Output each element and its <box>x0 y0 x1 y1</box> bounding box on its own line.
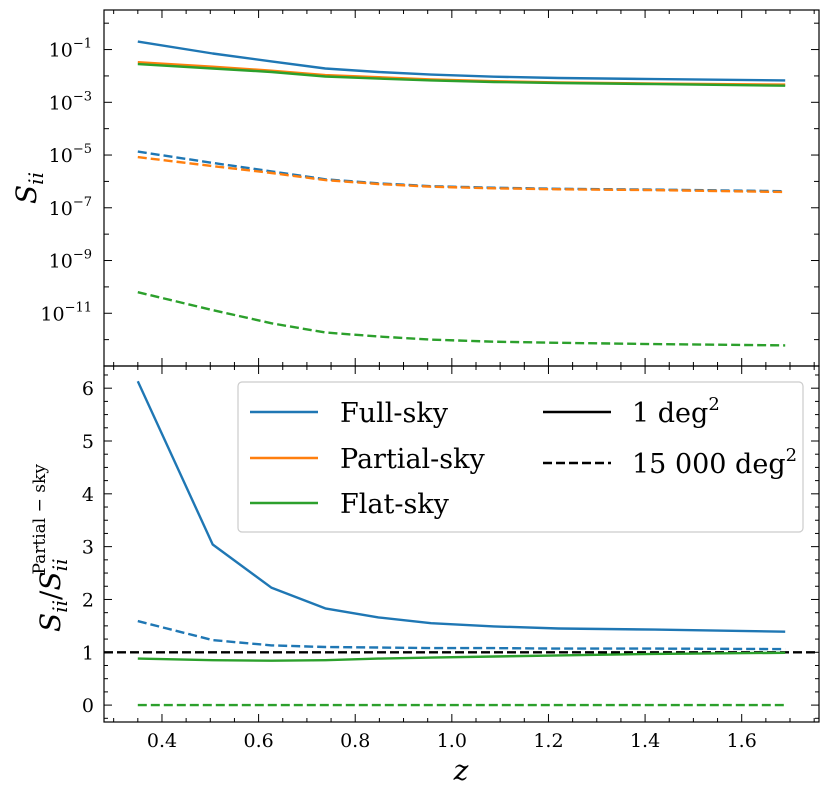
xtick-label: 1.0 <box>437 730 467 752</box>
bottom-ticks-group: 0 1 2 3 4 5 6 0.4 0.6 0.8 1.0 1.2 1.4 1.6 <box>82 366 819 752</box>
xtick-label: 1.2 <box>533 730 563 752</box>
xtick-label: 1.6 <box>727 730 757 752</box>
bottom-ytick-label: 5 <box>82 431 94 453</box>
bottom-y-label-num: S <box>34 613 67 632</box>
xtick-label: 0.8 <box>340 730 370 752</box>
legend-label-1-deg2-sup: 2 <box>708 394 719 415</box>
bottom-y-label-num-sub: ii <box>48 600 72 613</box>
top-ytick-label: 10−1 <box>49 37 92 62</box>
bottom-ytick-label: 0 <box>82 695 94 717</box>
bottom-series-full-sky-solid <box>136 380 786 633</box>
bottom-ytick-label: 2 <box>82 589 94 611</box>
bottom-ytick-label: 1 <box>82 642 94 664</box>
bottom-ytick-label: 4 <box>82 484 94 506</box>
xtick-label: 0.4 <box>147 730 177 752</box>
top-y-label-subscript: ii <box>24 172 48 185</box>
top-y-label-symbol: S <box>10 185 43 204</box>
top-y-label: Sii <box>10 172 48 204</box>
top-ytick-label: 10−7 <box>49 195 92 220</box>
top-series-full-sky-dashed <box>137 150 786 193</box>
legend-label-1-deg2: 1 deg2 <box>632 394 720 429</box>
legend-label-partial-sky: Partial-sky <box>340 444 486 475</box>
bottom-series-flat-sky-solid <box>137 651 786 662</box>
top-series-group <box>137 40 786 347</box>
legend-label-flat-sky: Flat-sky <box>340 489 450 520</box>
x-axis-label: z <box>453 754 469 787</box>
top-panel: 10−1 10−3 10−5 10−7 10−9 10−11 Sii <box>10 9 820 367</box>
legend: Full-sky Partial-sky Flat-sky 1 deg2 15 … <box>237 381 804 533</box>
legend-box <box>237 381 804 533</box>
bottom-y-label-slash: / <box>34 590 67 600</box>
top-series-full-sky-solid <box>137 40 786 82</box>
xtick-label: 0.6 <box>243 730 273 752</box>
top-series-flat-sky-solid <box>137 62 786 87</box>
top-ytick-label: 10−9 <box>49 248 92 273</box>
top-series-flat-sky-dashed <box>137 291 786 347</box>
bottom-y-label: Sii/SiiPartial − sky <box>30 464 72 632</box>
top-ytick-label: 10−5 <box>49 142 92 167</box>
legend-label-1-deg2-text: 1 deg <box>632 398 708 429</box>
svg-text:Sii: Sii <box>10 172 48 204</box>
legend-label-15000-deg2: 15 000 deg2 <box>632 445 797 480</box>
top-ytick-label: 10−11 <box>40 300 92 325</box>
xtick-label: 1.4 <box>630 730 660 752</box>
bottom-ytick-label: 3 <box>82 537 94 559</box>
bottom-y-label-den: S <box>34 571 67 590</box>
bottom-axes-frame <box>103 365 820 723</box>
top-ytick-label: 10−3 <box>49 89 92 114</box>
legend-label-15000-deg2-text: 15 000 deg <box>632 449 786 480</box>
legend-label-15000-deg2-sup: 2 <box>786 445 797 466</box>
bottom-ytick-label: 6 <box>82 378 94 400</box>
bottom-series-full-sky-dashed <box>137 619 786 651</box>
legend-label-full-sky: Full-sky <box>340 398 449 429</box>
top-ticks-group: 10−1 10−3 10−5 10−7 10−9 10−11 <box>40 10 819 367</box>
svg-text:Sii/SiiPartial − sky: Sii/SiiPartial − sky <box>30 464 72 632</box>
bottom-y-label-den-sup: Partial − sky <box>30 464 50 575</box>
bottom-series-group <box>104 380 819 707</box>
top-series-partial-sky-dashed <box>137 155 786 194</box>
bottom-y-label-den-sub: ii <box>48 559 72 572</box>
